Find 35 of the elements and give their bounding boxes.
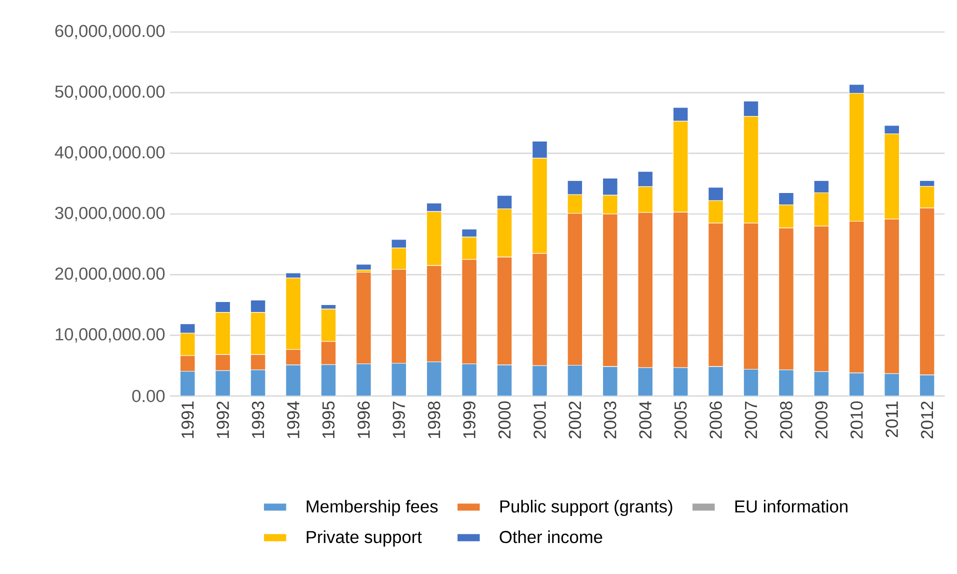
legend-label: Public support (grants) [500, 500, 672, 516]
x-tick-label: 2008 [780, 401, 792, 438]
x-tick-label: 1998 [428, 401, 440, 438]
x-tick-label: 2011 [886, 402, 898, 438]
x-tick-label: 2003 [604, 401, 616, 438]
x-tick-label: 2000 [498, 401, 511, 438]
x-tick-label: 2001 [534, 402, 546, 438]
legend-label: EU information [735, 500, 848, 513]
x-tick-label: 1992 [216, 402, 229, 438]
x-tick-label: 2005 [674, 401, 687, 438]
x-tick-label: 1995 [322, 401, 335, 438]
x-tick-label: 2006 [710, 401, 722, 438]
x-tick-label: 2004 [639, 401, 652, 438]
x-tick-label: 1996 [358, 401, 370, 438]
x-tick-label: 2010 [850, 401, 863, 438]
x-tick-label: 1991 [181, 402, 194, 438]
legend-label: Private support [306, 530, 422, 547]
y-tick-label: 60,000,000.00 [55, 24, 165, 40]
x-tick-label: 2012 [920, 402, 934, 438]
x-tick-label: 2009 [815, 402, 828, 438]
x-tick-label: 1997 [392, 402, 406, 438]
y-tick-label: 20,000,000.00 [55, 267, 165, 282]
legend-label: Membership fees [306, 500, 438, 516]
x-tick-label: 1999 [463, 402, 476, 438]
y-tick-label: 10,000,000.00 [56, 328, 165, 342]
x-tick-label: 1993 [252, 401, 264, 438]
bar [356, 264, 372, 270]
y-tick-label: 40,000,000.00 [54, 146, 165, 160]
x-tick-label: 1994 [287, 401, 300, 438]
y-tick-label: 0.00 [132, 390, 165, 402]
x-tick-label: 2002 [568, 402, 582, 438]
y-tick-label: 30,000,000.00 [55, 206, 165, 222]
legend-label: Other income [500, 530, 602, 544]
x-tick-label: 2007 [744, 402, 758, 438]
y-tick-label: 50,000,000.00 [55, 86, 165, 100]
